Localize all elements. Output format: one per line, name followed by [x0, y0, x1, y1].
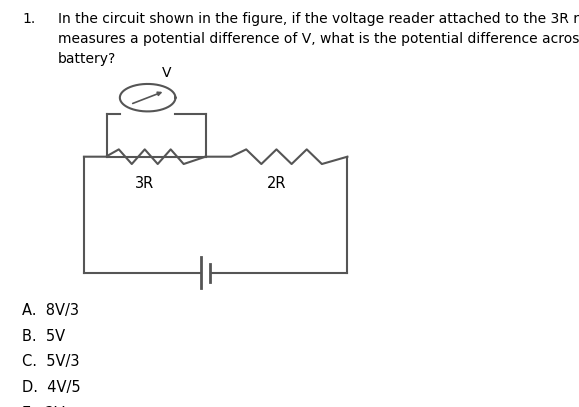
Text: In the circuit shown in the figure, if the voltage reader attached to the 3R res: In the circuit shown in the figure, if t…	[58, 12, 579, 66]
Text: A.  8V/3: A. 8V/3	[22, 303, 79, 318]
Text: 1.: 1.	[22, 12, 35, 26]
Text: C.  5V/3: C. 5V/3	[22, 354, 79, 370]
Text: B.  5V: B. 5V	[22, 329, 65, 344]
Text: V: V	[162, 66, 171, 80]
Text: 3R: 3R	[135, 176, 155, 191]
Text: 2R: 2R	[267, 176, 286, 191]
Text: E.  2V: E. 2V	[22, 406, 64, 407]
Text: D.  4V/5: D. 4V/5	[22, 380, 80, 395]
